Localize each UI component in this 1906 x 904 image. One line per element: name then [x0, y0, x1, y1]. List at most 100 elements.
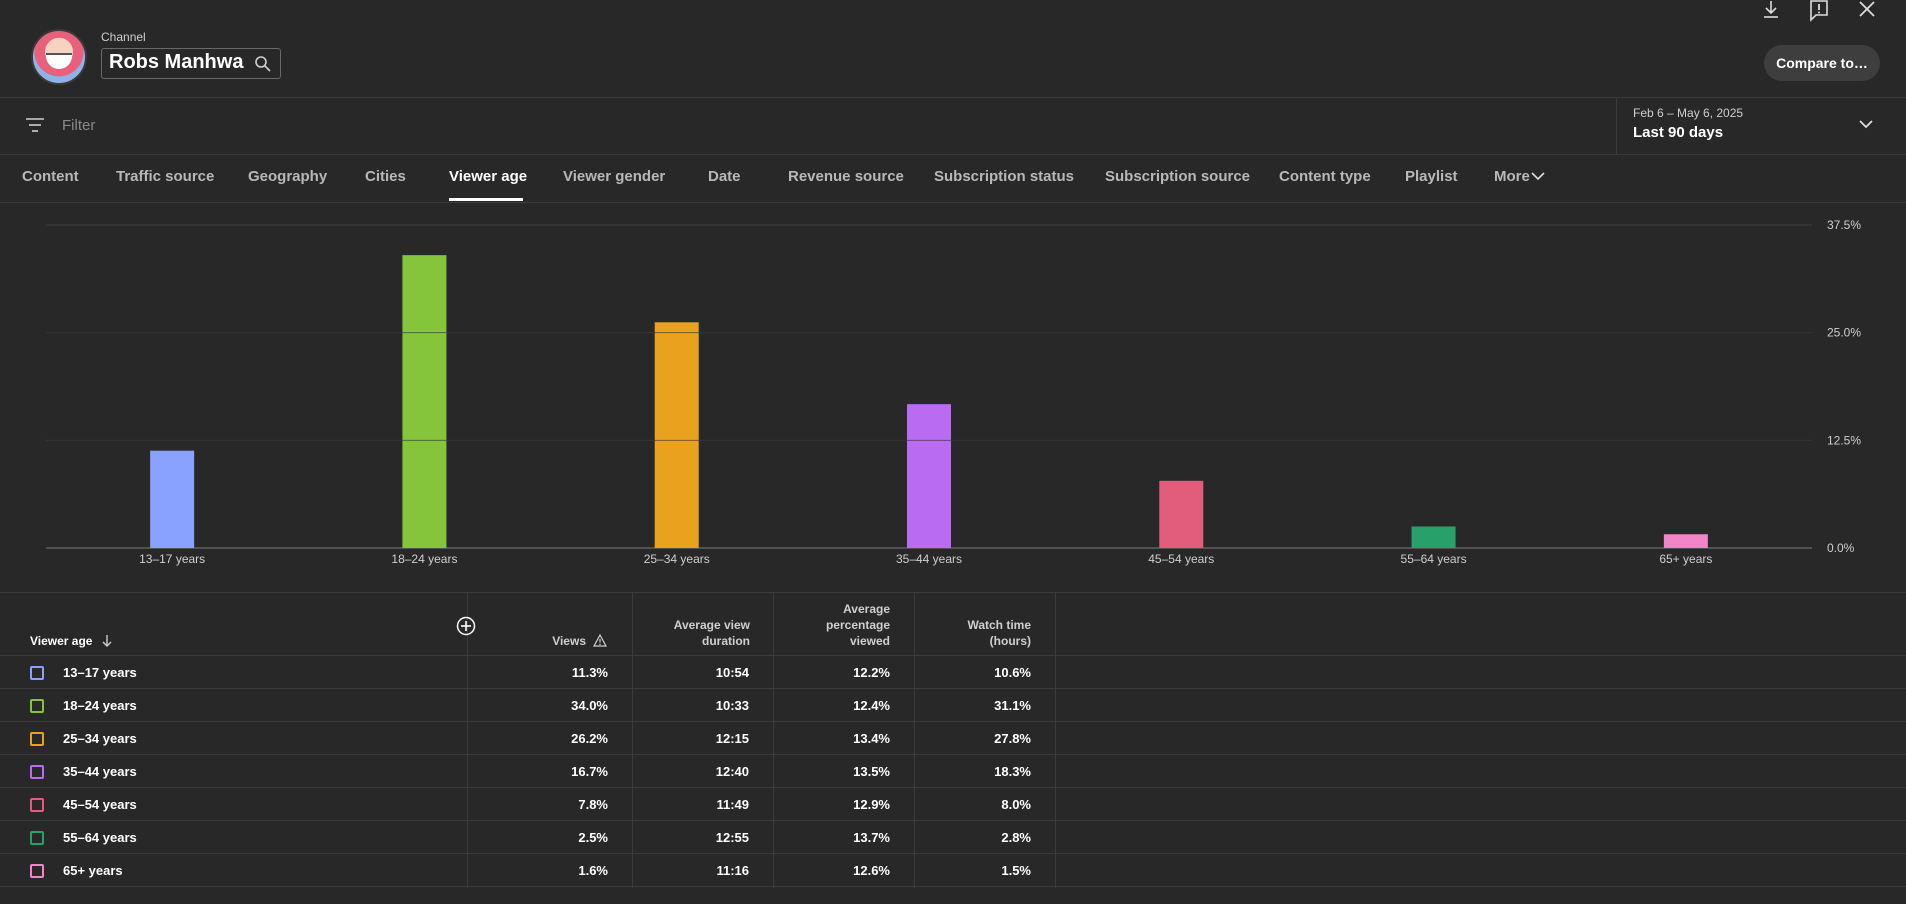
row-color-checkbox[interactable]: [30, 864, 44, 878]
cell-watch-time: 18.3%: [994, 764, 1031, 779]
date-period-label[interactable]: Last 90 days: [1633, 124, 1724, 141]
cell-duration: 12:15: [715, 731, 749, 746]
x-tick-label: 25–34 years: [644, 552, 710, 566]
bar: [654, 322, 699, 548]
cell-duration: 11:49: [716, 797, 749, 812]
cell-percentage: 13.4%: [853, 731, 890, 746]
tab-subscription-source[interactable]: Subscription source: [1105, 168, 1251, 185]
cell-views: 26.2%: [571, 731, 608, 746]
header-watch-time-line1: Watch time: [967, 618, 1031, 632]
date-range[interactable]: Feb 6 – May 6, 2025: [1633, 106, 1744, 120]
cell-watch-time: 1.5%: [1001, 863, 1031, 878]
tab-cities[interactable]: Cities: [365, 168, 406, 185]
cell-views: 1.6%: [578, 863, 608, 878]
channel-selector[interactable]: [101, 48, 281, 79]
y-tick-label: 25.0%: [1827, 326, 1861, 340]
row-divider: [0, 853, 1906, 854]
header-avg-view-duration[interactable]: Average view duration: [640, 617, 750, 649]
download-icon[interactable]: [1760, 0, 1782, 22]
cell-percentage: 12.4%: [853, 698, 890, 713]
tab-content-type[interactable]: Content type: [1279, 168, 1371, 185]
cell-duration: 12:40: [715, 764, 749, 779]
table-row[interactable]: 13–17 years 11.3% 10:54 12.2% 10.6%: [0, 656, 1906, 689]
header-avg-percentage-line3: viewed: [849, 634, 890, 648]
tab-viewer-gender[interactable]: Viewer gender: [563, 168, 666, 185]
row-divider: [0, 754, 1906, 755]
row-divider: [0, 721, 1906, 722]
cell-duration: 10:54: [715, 665, 749, 680]
tab-playlist[interactable]: Playlist: [1405, 168, 1458, 185]
row-label: 45–54 years: [63, 797, 137, 812]
tab-geography[interactable]: Geography: [248, 168, 328, 185]
tab-revenue-source[interactable]: Revenue source: [788, 168, 904, 185]
sort-down-icon[interactable]: [101, 634, 113, 648]
header-viewer-age[interactable]: Viewer age: [30, 634, 93, 648]
x-tick-label: 65+ years: [1659, 552, 1712, 566]
cell-views: 34.0%: [571, 698, 608, 713]
tab-date[interactable]: Date: [708, 168, 741, 185]
active-tab-indicator: [449, 198, 523, 201]
bar: [907, 404, 951, 548]
cell-views: 2.5%: [578, 830, 608, 845]
add-column-icon[interactable]: [456, 616, 476, 636]
header-watch-time[interactable]: Watch time (hours): [921, 617, 1031, 649]
table-row[interactable]: 35–44 years 16.7% 12:40 13.5% 18.3%: [0, 755, 1906, 788]
tab-subscription-status[interactable]: Subscription status: [934, 168, 1075, 185]
row-color-checkbox[interactable]: [30, 765, 44, 779]
column-divider: [914, 592, 915, 888]
tab-traffic-source[interactable]: Traffic source: [116, 168, 215, 185]
header-views[interactable]: Views: [552, 634, 586, 648]
cell-watch-time: 10.6%: [994, 665, 1031, 680]
bar: [150, 450, 195, 548]
warning-icon[interactable]: [593, 634, 607, 647]
cell-percentage: 12.6%: [853, 863, 890, 878]
row-color-checkbox[interactable]: [30, 666, 44, 680]
row-color-checkbox[interactable]: [30, 798, 44, 812]
cell-watch-time: 8.0%: [1001, 797, 1031, 812]
filter-icon[interactable]: [25, 117, 45, 133]
feedback-icon[interactable]: [1808, 0, 1830, 22]
more-chevron-icon[interactable]: [1531, 171, 1545, 181]
channel-avatar[interactable]: [31, 29, 87, 85]
header-avg-view-duration-line1: Average view: [673, 618, 750, 632]
column-divider: [467, 592, 468, 888]
header-avg-percentage-line2: percentage: [825, 618, 890, 632]
row-label: 55–64 years: [63, 830, 137, 845]
tab-viewer-age[interactable]: Viewer age: [449, 168, 528, 185]
row-color-checkbox[interactable]: [30, 732, 44, 746]
row-label: 35–44 years: [63, 764, 137, 779]
row-divider: [0, 820, 1906, 821]
chevron-down-icon[interactable]: [1858, 118, 1874, 130]
table-row[interactable]: 25–34 years 26.2% 12:15 13.4% 27.8%: [0, 722, 1906, 755]
filter-input[interactable]: Filter: [62, 117, 96, 134]
header-divider: [0, 97, 1906, 98]
row-label: 25–34 years: [63, 731, 137, 746]
close-icon[interactable]: [1856, 0, 1878, 22]
cell-percentage: 12.9%: [853, 797, 890, 812]
channel-name[interactable]: Robs Manhwa: [109, 51, 244, 73]
cell-views: 7.8%: [578, 797, 608, 812]
row-label: 65+ years: [63, 863, 123, 878]
tab-more[interactable]: More: [1494, 168, 1530, 185]
row-label: 13–17 years: [63, 665, 137, 680]
date-divider: [1616, 98, 1617, 154]
filter-divider: [0, 154, 1906, 155]
search-icon[interactable]: [254, 55, 272, 73]
table-row[interactable]: 45–54 years 7.8% 11:49 12.9% 8.0%: [0, 788, 1906, 821]
tab-content[interactable]: Content: [22, 168, 79, 185]
row-divider: [0, 688, 1906, 689]
header-avg-percentage[interactable]: Average percentage viewed: [780, 601, 890, 649]
cell-percentage: 13.5%: [853, 764, 890, 779]
channel-label: Channel: [101, 30, 146, 44]
table-header-divider: [0, 655, 1906, 656]
table-row[interactable]: 18–24 years 34.0% 10:33 12.4% 31.1%: [0, 689, 1906, 722]
row-color-checkbox[interactable]: [30, 831, 44, 845]
table-row[interactable]: 55–64 years 2.5% 12:55 13.7% 2.8%: [0, 821, 1906, 854]
bar: [1663, 534, 1708, 548]
compare-button[interactable]: Compare to…: [1764, 45, 1880, 81]
table-row[interactable]: 65+ years 1.6% 11:16 12.6% 1.5%: [0, 854, 1906, 887]
cell-watch-time: 31.1%: [994, 698, 1031, 713]
cell-views: 11.3%: [571, 665, 608, 680]
row-color-checkbox[interactable]: [30, 699, 44, 713]
cell-duration: 10:33: [715, 698, 749, 713]
